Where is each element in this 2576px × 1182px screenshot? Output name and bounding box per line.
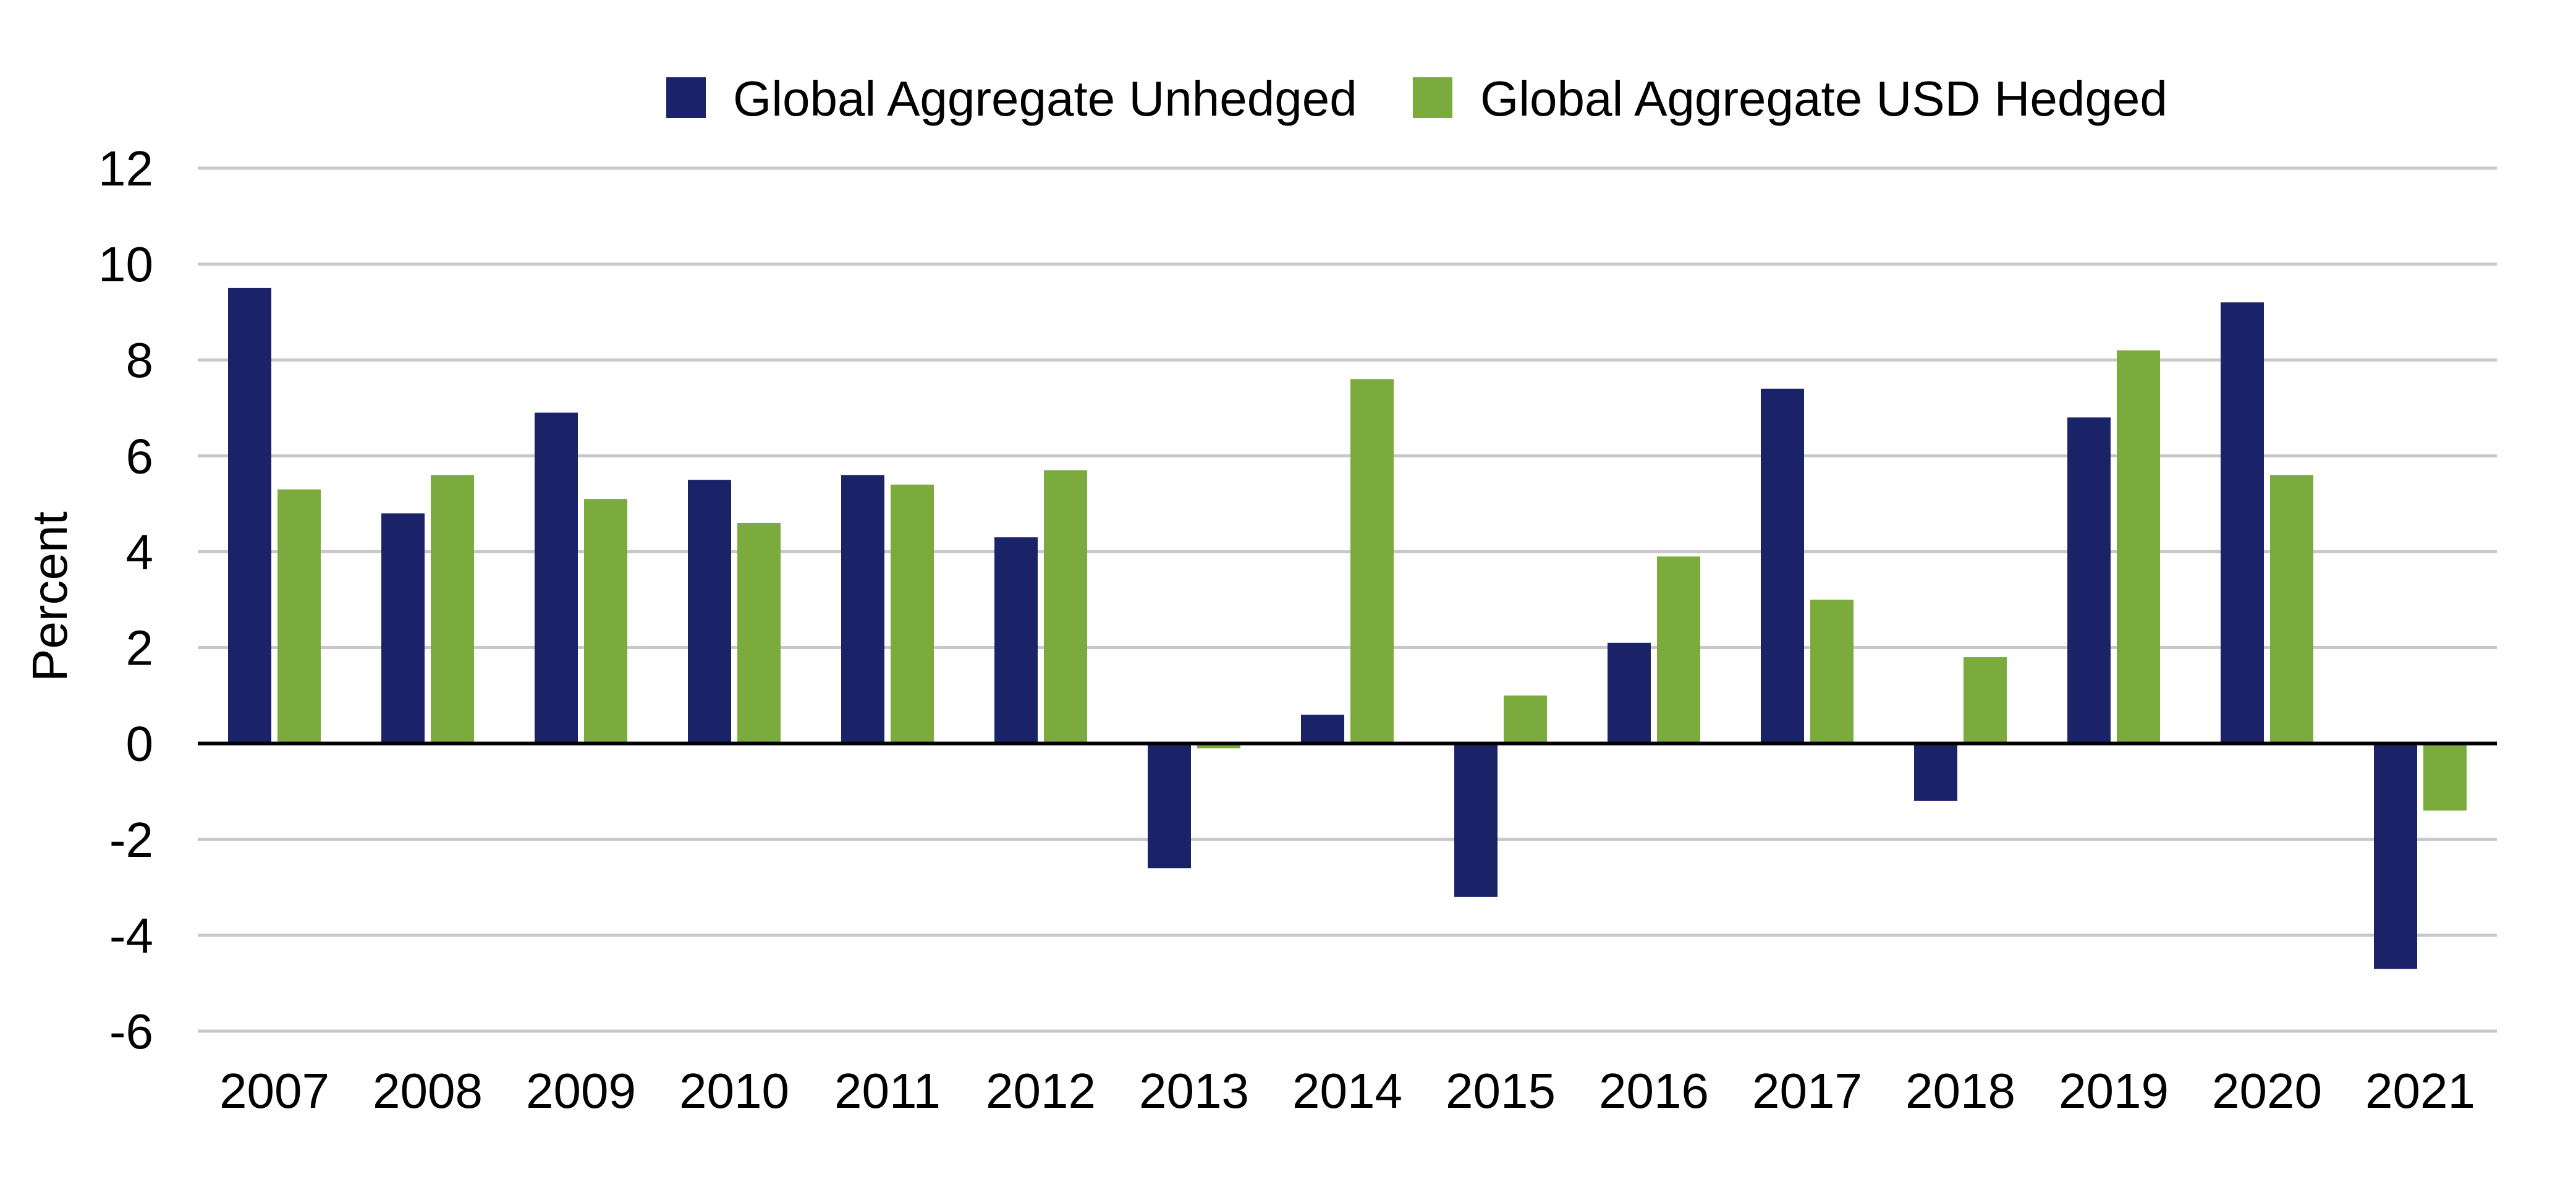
y-tick-label: 0 xyxy=(126,716,154,772)
y-tick-labels: 12 10 8 6 4 2 0 -2 -4 -6 xyxy=(98,141,153,1059)
legend-swatch-unhedged xyxy=(666,77,706,118)
y-tick-label: 6 xyxy=(126,428,154,483)
bar-usd-hedged-2016 xyxy=(1657,556,1700,744)
bar-usd-hedged-2014 xyxy=(1350,379,1394,744)
bar-usd-hedged-2013 xyxy=(1197,743,1240,749)
x-tick-labels: 2007 2008 2009 2010 2011 2012 2013 2014 2015 2016… xyxy=(219,1063,2475,1118)
bar-usd-hedged-2010 xyxy=(737,522,781,744)
x-tick-label: 2008 xyxy=(373,1063,483,1118)
x-tick-label: 2020 xyxy=(2212,1063,2322,1118)
bar-usd-hedged-2015 xyxy=(1504,695,1547,744)
x-tick-label: 2021 xyxy=(2365,1063,2475,1118)
y-tick-label: 2 xyxy=(126,621,154,676)
bar-unhedged-2020 xyxy=(2221,302,2264,744)
bars xyxy=(228,287,2467,969)
y-tick-label: 8 xyxy=(126,333,154,388)
bar-unhedged-2021 xyxy=(2374,743,2417,969)
y-tick-label: 10 xyxy=(98,237,153,292)
bar-unhedged-2012 xyxy=(994,537,1038,744)
x-tick-label: 2007 xyxy=(219,1063,329,1118)
y-tick-label: 12 xyxy=(98,141,153,196)
bar-unhedged-2017 xyxy=(1761,388,1804,744)
x-tick-label: 2010 xyxy=(679,1063,789,1118)
bar-usd-hedged-2012 xyxy=(1044,470,1087,744)
bar-unhedged-2015 xyxy=(1454,743,1498,897)
bar-usd-hedged-2019 xyxy=(2117,350,2160,744)
x-tick-label: 2011 xyxy=(834,1063,941,1118)
bar-usd-hedged-2020 xyxy=(2270,475,2313,744)
x-tick-label: 2019 xyxy=(2059,1063,2169,1118)
legend: Global Aggregate Unhedged Global Aggrega… xyxy=(666,71,2167,126)
bar-unhedged-2008 xyxy=(381,513,425,744)
bar-unhedged-2013 xyxy=(1148,743,1191,869)
bar-unhedged-2007 xyxy=(228,287,271,744)
y-tick-label: 4 xyxy=(126,524,154,579)
x-tick-label: 2009 xyxy=(526,1063,636,1118)
bar-usd-hedged-2011 xyxy=(891,484,934,744)
bar-usd-hedged-2009 xyxy=(584,499,627,744)
legend-label-unhedged: Global Aggregate Unhedged xyxy=(733,71,1357,126)
x-tick-label: 2017 xyxy=(1752,1063,1862,1118)
y-tick-label: -4 xyxy=(109,908,153,963)
legend-label-usd-hedged: Global Aggregate USD Hedged xyxy=(1480,71,2167,126)
y-axis-title: Percent xyxy=(22,511,77,682)
gridlines xyxy=(198,166,2497,1033)
y-tick-label: -2 xyxy=(109,812,153,867)
bar-usd-hedged-2008 xyxy=(431,475,474,744)
bar-unhedged-2018 xyxy=(1914,743,1957,801)
bar-unhedged-2019 xyxy=(2067,417,2111,744)
bar-unhedged-2009 xyxy=(535,412,578,744)
x-tick-label: 2014 xyxy=(1292,1063,1402,1118)
x-tick-label: 2016 xyxy=(1599,1063,1709,1118)
x-tick-label: 2015 xyxy=(1446,1063,1556,1118)
bar-usd-hedged-2021 xyxy=(2423,743,2467,811)
y-tick-label: -6 xyxy=(109,1004,153,1059)
bar-unhedged-2014 xyxy=(1301,715,1344,744)
x-tick-label: 2018 xyxy=(1905,1063,2015,1118)
bar-unhedged-2016 xyxy=(1608,642,1651,744)
x-tick-label: 2012 xyxy=(986,1063,1096,1118)
bar-usd-hedged-2007 xyxy=(278,489,321,744)
bar-usd-hedged-2018 xyxy=(1964,657,2007,744)
bar-unhedged-2010 xyxy=(688,480,731,744)
legend-swatch-usd-hedged xyxy=(1413,77,1452,118)
x-tick-label: 2013 xyxy=(1139,1063,1249,1118)
bar-usd-hedged-2017 xyxy=(1810,600,1854,744)
bar-unhedged-2011 xyxy=(841,475,884,744)
